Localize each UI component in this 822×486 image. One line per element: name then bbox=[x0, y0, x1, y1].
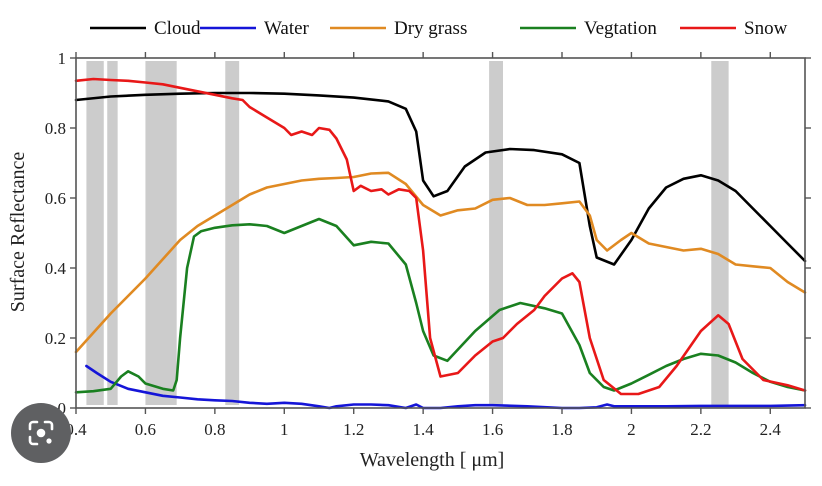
series-lines bbox=[74, 77, 807, 410]
shaded-band bbox=[489, 61, 503, 405]
y-tick-label: 1 bbox=[58, 49, 67, 68]
series-line-cloud bbox=[74, 91, 807, 266]
legend-item: Vegtation bbox=[520, 18, 657, 39]
y-axis: 0 0.2 0.4 0.6 0.8 1 bbox=[45, 49, 811, 418]
plot-frame bbox=[75, 57, 806, 409]
y-tick-label: 0.8 bbox=[45, 119, 66, 138]
shaded-band bbox=[225, 61, 240, 405]
shaded-band bbox=[107, 61, 118, 405]
x-tick-label: 2 bbox=[627, 420, 636, 439]
x-tick-label: 2.2 bbox=[690, 420, 711, 439]
x-axis: 0.4 0.6 0.8 1 1.2 1.4 1.6 1.8 2 2.2 2.4 bbox=[65, 52, 781, 439]
legend-item: Snow bbox=[680, 18, 788, 39]
y-tick-label: 0.6 bbox=[45, 189, 66, 208]
series-line-water bbox=[85, 364, 807, 410]
x-tick-label: 2.4 bbox=[760, 420, 782, 439]
legend-label: Water bbox=[264, 18, 310, 39]
google-lens-icon bbox=[28, 420, 54, 446]
x-tick-label: 0.6 bbox=[135, 420, 156, 439]
x-tick-label: 1.8 bbox=[551, 420, 572, 439]
legend-label: Snow bbox=[744, 18, 788, 39]
legend-item: Cloud bbox=[90, 18, 201, 39]
y-tick-label: 0 bbox=[58, 399, 67, 418]
series-line-snow bbox=[74, 77, 807, 396]
plot-border bbox=[75, 57, 806, 409]
legend: Cloud Water Dry grass Vegtation Snow bbox=[90, 18, 788, 39]
x-tick-label: 1.2 bbox=[343, 420, 364, 439]
shaded-band bbox=[145, 61, 177, 405]
x-tick-label: 0.8 bbox=[204, 420, 225, 439]
y-tick-label: 0.2 bbox=[45, 329, 66, 348]
legend-label: Cloud bbox=[154, 18, 201, 39]
shaded-band bbox=[711, 61, 729, 405]
shaded-band bbox=[86, 61, 104, 405]
x-axis-title: Wavelength [ μm] bbox=[360, 449, 505, 471]
y-axis-title: Surface Reflectance bbox=[7, 152, 29, 313]
x-tick-label: 1.6 bbox=[482, 420, 503, 439]
legend-item: Water bbox=[200, 18, 310, 39]
x-tick-label: 1 bbox=[280, 420, 289, 439]
legend-label: Vegtation bbox=[584, 18, 657, 39]
series-line-vegtation bbox=[74, 217, 807, 394]
legend-item: Dry grass bbox=[330, 18, 467, 39]
google-lens-button[interactable] bbox=[11, 403, 71, 463]
y-tick-label: 0.4 bbox=[45, 259, 67, 278]
series-line-dry-grass bbox=[74, 171, 807, 354]
x-tick-label: 1.4 bbox=[413, 420, 435, 439]
legend-label: Dry grass bbox=[394, 18, 467, 39]
